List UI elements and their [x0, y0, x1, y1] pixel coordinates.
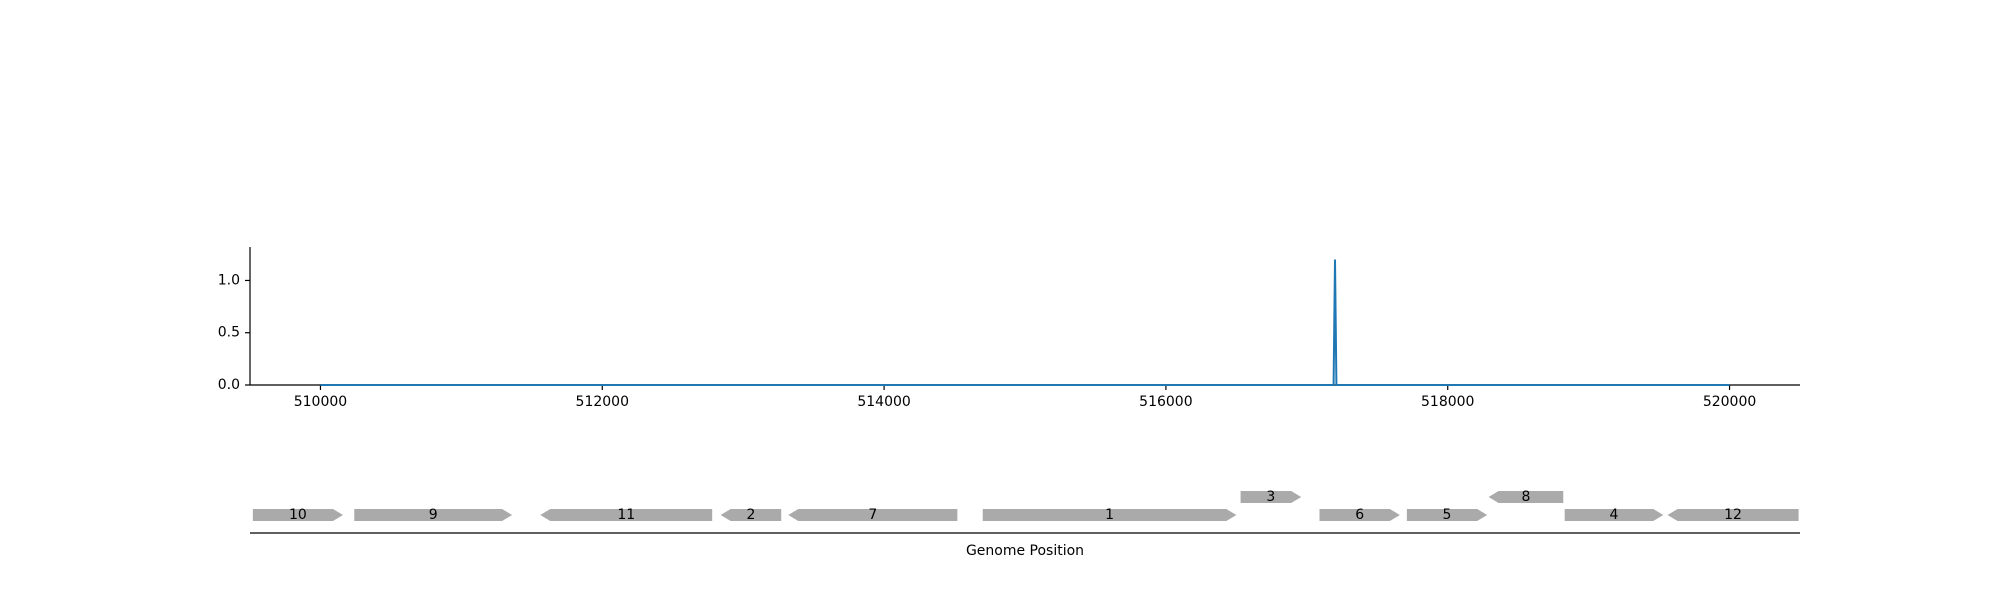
gene-arrow — [982, 509, 1237, 521]
series-layer — [320, 259, 1730, 386]
y-tick-label: 0.0 — [218, 377, 240, 393]
gene-label: 3 — [1266, 489, 1275, 505]
coverage-line — [320, 259, 1730, 386]
gene-label: 1 — [1105, 507, 1114, 523]
y-tick-label: 1.0 — [218, 272, 240, 288]
gene-label: 6 — [1355, 507, 1364, 523]
genes-layer: 10 9 11 2 7 1 3 6 5 8 4 12 — [252, 489, 1799, 523]
gene-arrow — [252, 509, 343, 521]
gene-arrow — [1667, 509, 1799, 521]
gene-label: 2 — [746, 507, 755, 523]
gene-label: 9 — [429, 507, 438, 523]
gene-arrow — [720, 509, 782, 521]
gene-map-x-axis-label: Genome Position — [966, 543, 1084, 559]
gene-map: 10 9 11 2 7 1 3 6 5 8 4 12 Genome Position — [250, 489, 1800, 559]
x-tick-label: 516000 — [1139, 394, 1192, 410]
gene-label: 5 — [1443, 507, 1452, 523]
gene-arrow — [1240, 491, 1302, 503]
gene-arrow — [1564, 509, 1664, 521]
gene-arrow — [1406, 509, 1488, 521]
gene-label: 8 — [1521, 489, 1530, 505]
x-ticks: 510000 512000 514000 516000 518000 520000 — [294, 385, 1756, 410]
gene-arrow — [788, 509, 958, 521]
coverage-chart: 0.0 0.5 1.0 510000 512000 514000 516000 518000… — [218, 247, 1800, 410]
y-tick-label: 0.5 — [218, 325, 240, 341]
x-tick-label: 518000 — [1421, 394, 1474, 410]
gene-label: 4 — [1610, 507, 1619, 523]
x-tick-label: 514000 — [857, 394, 910, 410]
gene-arrow — [540, 509, 713, 521]
gene-label: 7 — [868, 507, 877, 523]
x-tick-label: 510000 — [294, 394, 347, 410]
gene-label: 10 — [289, 507, 307, 523]
gene-arrow — [1319, 509, 1400, 521]
y-ticks: 0.0 0.5 1.0 — [218, 272, 250, 393]
x-tick-label: 512000 — [576, 394, 629, 410]
gene-label: 11 — [617, 507, 635, 523]
gene-arrow — [1488, 491, 1564, 503]
gene-label: 12 — [1724, 507, 1742, 523]
gene-arrow — [354, 509, 513, 521]
x-tick-label: 520000 — [1703, 394, 1756, 410]
